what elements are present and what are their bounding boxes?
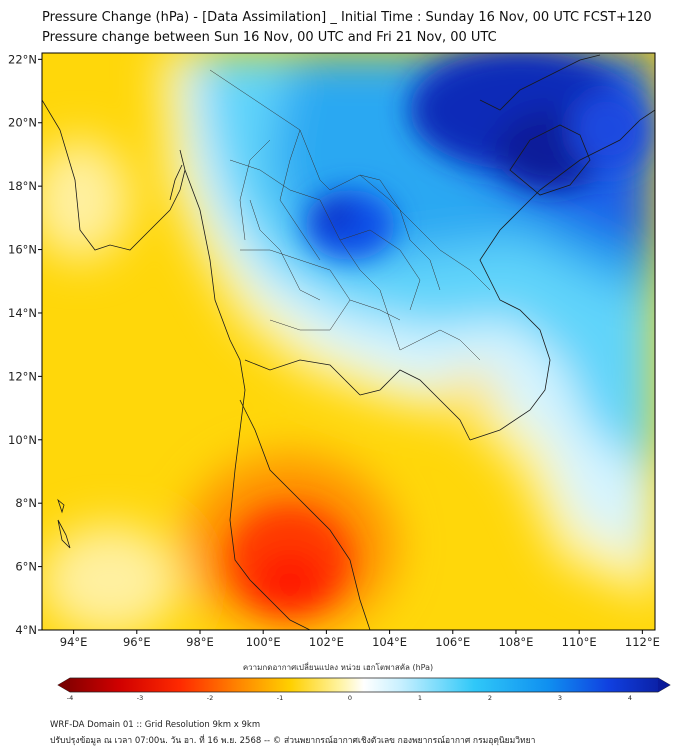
lon-tick-label: 96°E — [123, 635, 151, 649]
chart-subtitle: Pressure change between Sun 16 Nov, 00 U… — [42, 30, 497, 45]
lat-tick-label: 12°N — [8, 369, 37, 383]
lon-tick-label: 106°E — [435, 635, 470, 649]
colorbar-tick-label: 2 — [488, 694, 492, 702]
colorbar-scale — [57, 677, 671, 693]
lat-tick-label: 20°N — [8, 116, 37, 130]
colorbar-tick-label: -1 — [277, 694, 283, 702]
colorbar-tick-label: -4 — [67, 694, 73, 702]
pressure-field — [42, 53, 655, 630]
colorbar-min-arrow — [58, 678, 70, 692]
colorbar-tick-label: 1 — [418, 694, 422, 702]
map-frame — [41, 52, 656, 631]
lon-tick-label: 104°E — [372, 635, 407, 649]
footer-credit: ปรับปรุงข้อมูล ณ เวลา 07:00น. วัน อา. ที… — [50, 736, 536, 746]
colorbar: -4 -3 -2 -1 0 1 2 3 4 — [57, 677, 671, 702]
lat-tick-label: 22°N — [8, 52, 37, 66]
coastlines — [42, 54, 655, 630]
colorbar-tick-label: 4 — [628, 694, 632, 702]
colorbar-tick-label: -3 — [137, 694, 143, 702]
lon-tick-label: 108°E — [498, 635, 533, 649]
latitude-ticks: 22°N 20°N 18°N 16°N 14°N 12°N 10°N 8°N 6°N 4°N — [8, 52, 42, 637]
colorbar-tick-label: 0 — [348, 694, 352, 702]
longitude-ticks: 94°E 96°E 98°E 100°E 102°E 104°E 106°E 108°E 110… — [60, 630, 660, 649]
colorbar-tick-label: 3 — [558, 694, 562, 702]
admin-borders — [209, 69, 491, 361]
lat-tick-label: 10°N — [8, 433, 37, 447]
lon-tick-label: 102°E — [309, 635, 344, 649]
colorbar-max-arrow — [658, 678, 670, 692]
lon-tick-label: 100°E — [246, 635, 281, 649]
lon-tick-label: 98°E — [186, 635, 214, 649]
lat-tick-label: 16°N — [8, 243, 37, 257]
colorbar-tick-label: -2 — [207, 694, 213, 702]
lat-tick-label: 4°N — [15, 623, 37, 637]
colorbar-ticks: -4 -3 -2 -1 0 1 2 3 4 — [67, 694, 632, 702]
lat-tick-label: 14°N — [8, 306, 37, 320]
lat-tick-label: 8°N — [15, 496, 37, 510]
footer-model-info: WRF-DA Domain 01 :: Grid Resolution 9km … — [50, 720, 261, 730]
lat-tick-label: 18°N — [8, 179, 37, 193]
lon-tick-label: 110°E — [562, 635, 597, 649]
chart-title: Pressure Change (hPa) - [Data Assimilati… — [42, 10, 652, 25]
lat-tick-label: 6°N — [15, 560, 37, 574]
lon-tick-label: 94°E — [60, 635, 88, 649]
lon-tick-label: 112°E — [625, 635, 660, 649]
colorbar-label: ความกดอากาศเปลี่ยนแปลง หน่วย เฮกโตพาสคัล… — [242, 663, 434, 672]
